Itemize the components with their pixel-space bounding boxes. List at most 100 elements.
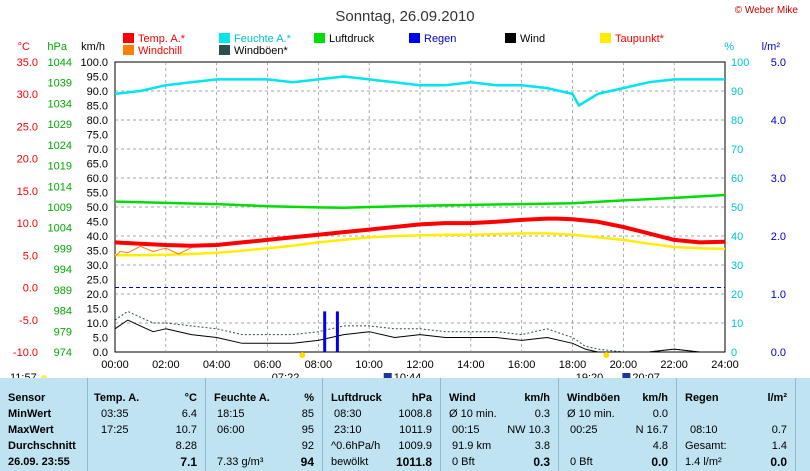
feuchte-header: Feuchte A.	[214, 392, 270, 404]
sun-icon	[299, 352, 306, 358]
hpa-axis-tick-label: 1044	[48, 57, 72, 69]
regen-header: Regen	[685, 392, 719, 404]
kmh-axis-tick-label: 45.0	[87, 217, 108, 229]
regen-column: Regen l/m² 08:10 Gesamt: 1.4 l/m² 0.7 1.…	[677, 378, 796, 471]
row-label-min: MinWert	[8, 408, 52, 420]
wind-column: Wind km/h Ø 10 min. 00:15 91.9 km 0 Bft …	[441, 378, 559, 471]
kmh-axis-tick-label: 25.0	[87, 275, 108, 287]
temp-axis-tick-label: -5.0	[19, 315, 38, 327]
x-tick-label: 10:00	[355, 359, 383, 371]
luftdruck-column: Luftdruck hPa 08:30 23:10 ^0.6hPa/h bewö…	[323, 378, 441, 471]
kmh-axis-tick-label: 10.0	[87, 318, 108, 330]
luftdruck-current-value: 1011.8	[395, 455, 432, 469]
moon-time-label: 20:07	[632, 372, 660, 378]
kmh-axis-tick-label: 95.0	[87, 72, 108, 84]
temp-min-time: 03:35	[101, 408, 129, 420]
feuchte-column: Feuchte A. % 18:15 06:00 7.33 g/m³ 85 95…	[206, 378, 323, 471]
windboeen-column: Windböen km/h Ø 10 min. 00:25 0 Bft 0.0 …	[559, 378, 677, 471]
legend-label: Feuchte A.*	[234, 33, 292, 45]
rain-axis-tick-label: 5.0	[771, 57, 786, 69]
kmh-axis-unit: km/h	[81, 41, 105, 53]
kmh-axis-tick-label: 85.0	[87, 101, 108, 113]
humidity-axis-tick-label: 30	[731, 260, 743, 272]
regen-current-value: 0.0	[770, 455, 787, 469]
x-tick-label: 12:00	[406, 359, 434, 371]
row-label-max: MaxWert	[8, 424, 54, 436]
sun-icon	[41, 375, 47, 378]
humidity-axis-tick-label: 70	[731, 144, 743, 156]
hpa-axis-tick-label: 999	[54, 243, 72, 255]
hpa-axis-tick-label: 994	[54, 264, 72, 276]
temp-max-value: 10.7	[175, 424, 197, 436]
temp-axis-tick-label: 20.0	[17, 154, 38, 166]
kmh-axis-tick-label: 55.0	[87, 188, 108, 200]
kmh-axis-tick-label: 20.0	[87, 289, 108, 301]
temp-avg-value: 8.28	[175, 440, 197, 452]
sun-time-label: 19:20	[576, 372, 604, 378]
x-tick-label: 24:00	[711, 359, 739, 371]
temp-max-time: 17:25	[101, 424, 129, 436]
kmh-axis-tick-label: 80.0	[87, 115, 108, 127]
kmh-axis-tick-label: 40.0	[87, 231, 108, 243]
luftdruck-forecast: bewölkt	[331, 456, 369, 468]
x-tick-label: 08:00	[305, 359, 333, 371]
plot-area	[114, 75, 726, 353]
luftdruck-min-value: 1008.8	[398, 408, 432, 420]
rain-axis-tick-label: 4.0	[771, 115, 786, 127]
legend-swatch	[600, 33, 611, 43]
rain-axis-tick-label: 3.0	[771, 173, 786, 185]
windboeen-header: Windböen	[567, 392, 621, 404]
kmh-axis-tick-label: 15.0	[87, 304, 108, 316]
x-tick-label: 20:00	[610, 359, 638, 371]
temp-axis-unit: °C	[18, 41, 30, 53]
humidity-axis-tick-label: 50	[731, 202, 743, 214]
luftdruck-trend: ^0.6hPa/h	[331, 440, 381, 452]
luftdruck-header: Luftdruck	[331, 392, 382, 404]
temp-axis-tick-label: 25.0	[17, 121, 38, 133]
legend-swatch	[219, 33, 230, 43]
kmh-axis-tick-label: 60.0	[87, 173, 108, 185]
temp-column: Temp. A. °C 03:35 17:25 6.4 10.7 8.28 7.…	[88, 378, 206, 471]
wind-header: Wind	[449, 392, 476, 404]
temp-axis-tick-label: 35.0	[17, 57, 38, 69]
x-tick-label: 04:00	[203, 359, 231, 371]
humidity-axis-tick-label: 80	[731, 115, 743, 127]
luftdruck-unit: hPa	[411, 392, 432, 404]
sun-time-label: 07:22	[272, 372, 300, 378]
series-line	[114, 193, 726, 210]
sensor-header: Sensor	[8, 392, 46, 404]
legend-swatch	[219, 45, 230, 55]
chart-axes: 35.0 30.0 25.0 20.0 15.0 10.0 5.0 0.0 -5.0 -10.0 1…	[13, 41, 786, 371]
kmh-axis-tick-label: 90.0	[87, 86, 108, 98]
series-line	[115, 232, 726, 257]
hpa-axis-tick-label: 974	[54, 347, 72, 359]
legend-swatch	[123, 33, 134, 43]
windboeen-bft: 0 Bft	[570, 456, 593, 468]
hpa-axis-tick-label: 1024	[48, 140, 72, 152]
rain-bar	[323, 311, 327, 352]
humidity-axis-tick-label: 40	[731, 231, 743, 243]
wind-current-value: 0.3	[533, 455, 550, 469]
wind-bft: 0 Bft	[452, 456, 475, 468]
temp-axis-tick-label: 30.0	[17, 89, 38, 101]
humidity-axis-tick-label: 10	[731, 318, 743, 330]
hpa-axis-unit: hPa	[47, 41, 67, 53]
wind-unit: km/h	[524, 392, 550, 404]
wind-distance: 91.9 km	[452, 440, 492, 452]
luftdruck-avg-value: 1009.9	[398, 440, 432, 452]
humidity-axis-tick-label: 90	[731, 86, 743, 98]
temp-current-value: 7.1	[180, 455, 197, 469]
wind-max-value: NW 10.3	[507, 424, 550, 436]
legend-label: Regen	[424, 33, 456, 45]
legend-swatch	[409, 33, 420, 43]
temp-unit: °C	[184, 392, 197, 404]
legend-label: Luftdruck	[329, 33, 375, 45]
temp-min-value: 6.4	[181, 408, 197, 420]
hpa-axis-tick-label: 984	[54, 306, 72, 318]
kmh-axis-tick-label: 50.0	[87, 202, 108, 214]
hpa-axis-tick-label: 1019	[48, 161, 72, 173]
series-line	[114, 310, 725, 353]
row-label-current: 26.09. 23:55	[8, 456, 70, 468]
sensor-column: Sensor MinWert MaxWert Durchschnitt 26.0…	[0, 378, 88, 471]
moon-icon	[622, 373, 631, 378]
